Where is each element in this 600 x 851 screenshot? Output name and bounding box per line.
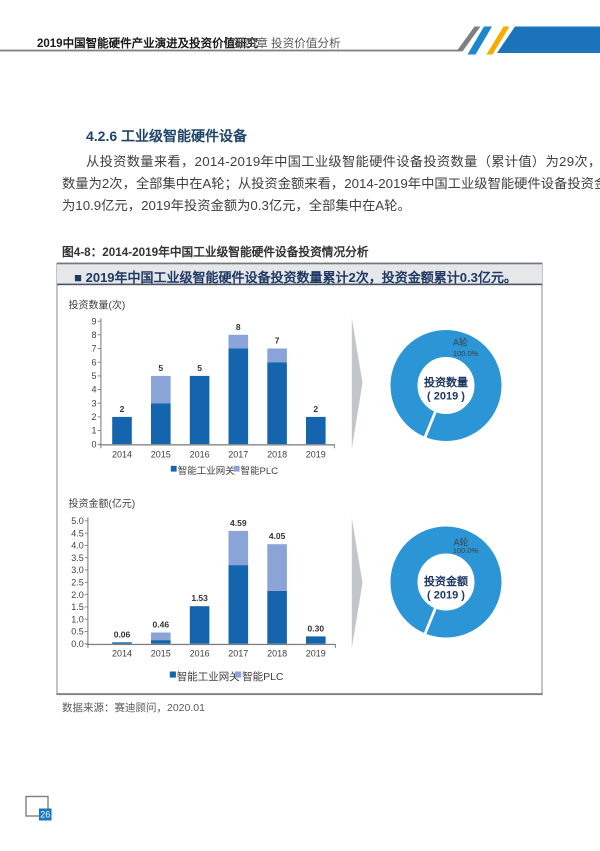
svg-text:4: 4 [91,385,96,395]
svg-text:2018: 2018 [267,450,287,460]
svg-text:4.0: 4.0 [71,541,84,551]
svg-text:2015: 2015 [151,648,171,658]
svg-text:投资数量: 投资数量 [424,375,468,389]
svg-text:2019: 2019 [306,648,326,658]
svg-text:0.30: 0.30 [308,623,325,633]
svg-text:0.5: 0.5 [71,627,84,637]
svg-text:2: 2 [313,404,318,414]
svg-text:( 2019 ): ( 2019 ) [427,590,465,602]
svg-text:2014: 2014 [112,450,132,460]
svg-text:0.0: 0.0 [71,639,84,649]
svg-text:A轮: A轮 [453,336,468,347]
svg-text:2015: 2015 [151,450,171,460]
svg-text:5: 5 [91,371,96,381]
svg-text:A轮: A轮 [453,537,468,548]
svg-text:投资数量(次): 投资数量(次) [69,299,126,312]
svg-text:2017: 2017 [228,450,248,460]
svg-text:1.53: 1.53 [191,593,208,603]
svg-text:2.5: 2.5 [71,578,84,588]
svg-text:2019: 2019 [306,450,326,460]
svg-text:8: 8 [91,330,96,340]
svg-text:3: 3 [91,398,96,408]
svg-text:智能工业网关: 智能工业网关 [177,670,240,683]
svg-text:0.46: 0.46 [153,620,170,630]
svg-text:100.0%: 100.0% [453,349,479,358]
svg-text:智能工业网关: 智能工业网关 [178,465,236,477]
svg-text:0: 0 [91,439,96,449]
svg-text:2016: 2016 [190,450,210,460]
svg-text:3.5: 3.5 [71,553,84,563]
svg-text:100.0%: 100.0% [453,546,479,555]
svg-text:2: 2 [91,412,96,422]
svg-text:0.06: 0.06 [114,629,131,639]
svg-text:5: 5 [197,363,202,373]
svg-text:5: 5 [158,363,163,373]
svg-text:2.0: 2.0 [71,590,84,600]
svg-text:4.05: 4.05 [269,531,286,541]
svg-text:4.5: 4.5 [71,528,84,538]
svg-text:8: 8 [236,322,241,332]
svg-text:7: 7 [91,344,96,354]
svg-text:( 2019 ): ( 2019 ) [427,391,465,403]
svg-text:2018: 2018 [267,648,287,658]
svg-text:投资金额: 投资金额 [424,574,468,588]
svg-text:1: 1 [91,426,96,436]
svg-text:2016: 2016 [190,648,210,658]
svg-text:26: 26 [40,810,50,820]
svg-text:2014: 2014 [112,648,132,658]
svg-text:2: 2 [120,404,125,414]
svg-text:5.0: 5.0 [71,516,84,526]
svg-text:1.0: 1.0 [71,614,84,624]
svg-text:3.0: 3.0 [71,565,84,575]
svg-text:智能PLC: 智能PLC [241,465,279,477]
svg-text:9: 9 [91,316,96,326]
svg-text:2017: 2017 [228,648,248,658]
svg-text:6: 6 [91,357,96,367]
svg-text:投资金额(亿元): 投资金额(亿元) [69,497,136,510]
svg-text:7: 7 [275,336,280,346]
svg-text:智能PLC: 智能PLC [242,670,284,683]
svg-text:4.59: 4.59 [230,518,247,528]
svg-text:1.5: 1.5 [71,602,84,612]
